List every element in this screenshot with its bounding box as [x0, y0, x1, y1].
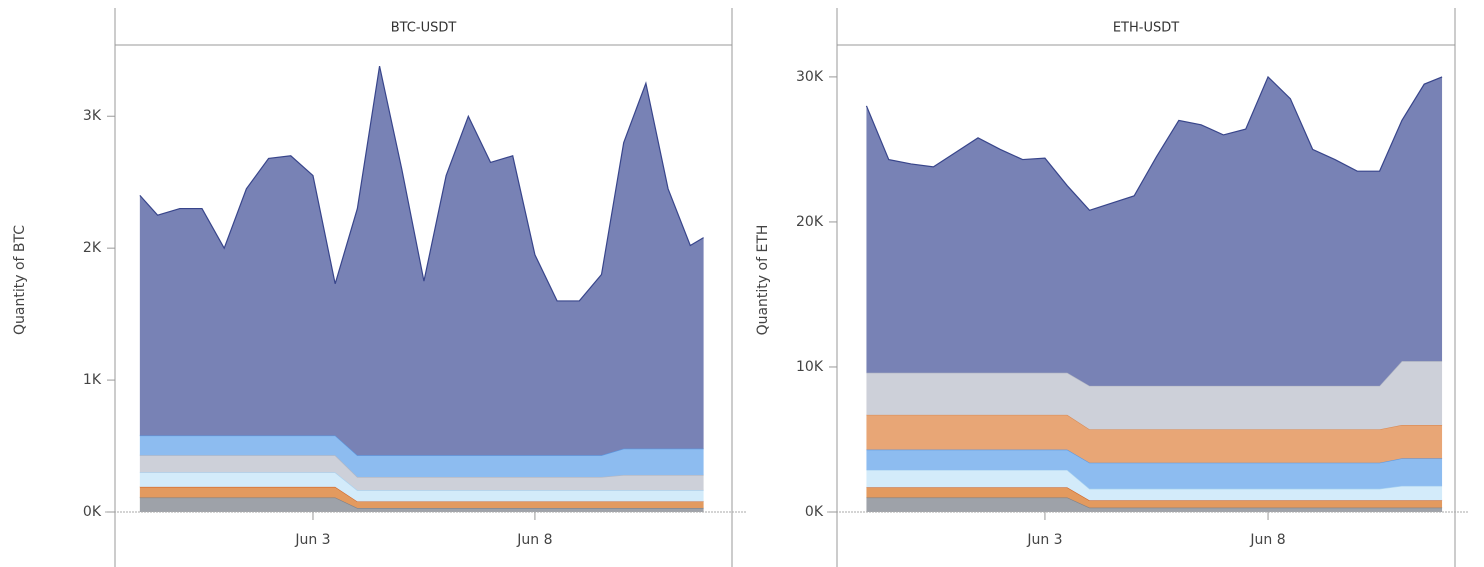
panel-title: BTC-USDT: [391, 21, 457, 36]
y-tick-label: 0K: [83, 504, 102, 520]
area: [139, 65, 704, 302]
panel: BTC-USDT Quantity of BTC 0K 1K 2K 3K Jun 3 Jun …: [12, 8, 746, 567]
area: [866, 486, 1443, 501]
y-tick-label: 0K: [805, 504, 824, 520]
y-tick-label: 3K: [83, 108, 102, 124]
area-fill: [866, 414, 1443, 463]
y-tick-label: 2K: [83, 240, 102, 256]
x-tick-label: Jun 8: [516, 532, 552, 548]
x-tick-label: Jun 3: [294, 532, 330, 548]
y-axis-label: Quantity of ETH: [755, 225, 771, 336]
area-fill: [866, 76, 1443, 386]
area-fill: [139, 435, 704, 478]
y-tick-label: 20K: [796, 214, 824, 230]
area-fill: [139, 472, 704, 502]
x-tick-label: Jun 3: [1026, 532, 1062, 548]
area-fill: [139, 66, 704, 456]
area-fill: [139, 486, 704, 509]
area: [865, 75, 1443, 212]
x-tick-label: Jun 8: [1249, 532, 1285, 548]
y-tick-label: 30K: [796, 69, 824, 85]
y-tick-label: 1K: [83, 372, 102, 388]
area-fill: [866, 469, 1443, 501]
area-fill: [866, 361, 1443, 430]
area-fill: [139, 455, 704, 491]
area-fill: [866, 487, 1443, 508]
y-axis-label: Quantity of BTC: [12, 225, 28, 335]
area-fill: [866, 449, 1443, 489]
panel-title: ETH-USDT: [1113, 21, 1179, 36]
area-fill: [866, 497, 1443, 512]
panel: ETH-USDT Quantity of ETH 0K 10K 20K 30K Jun 3 J…: [755, 8, 1469, 567]
y-tick-label: 10K: [796, 359, 824, 375]
